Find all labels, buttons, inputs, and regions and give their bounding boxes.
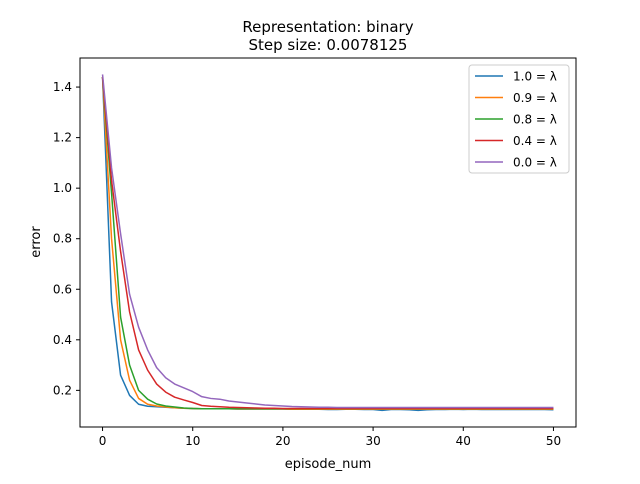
- y-tick-label: 0.2: [53, 383, 72, 397]
- x-tick-label: 40: [456, 434, 471, 448]
- series-line-4: [101, 74, 554, 409]
- x-tick-label: 0: [99, 434, 107, 448]
- legend-label-0: 1.0 = λ: [513, 70, 557, 84]
- x-tick-label: 50: [546, 434, 561, 448]
- y-tick-label: 0.4: [53, 333, 72, 347]
- x-axis-ticks: 0 10 20 30 40 50: [99, 427, 561, 448]
- legend-label-4: 0.0 = λ: [513, 156, 557, 170]
- x-tick-label: 20: [275, 434, 290, 448]
- y-tick-label: 1.4: [53, 80, 72, 94]
- x-tick-label: 30: [365, 434, 380, 448]
- chart-subtitle: Step size: 0.0078125: [249, 36, 408, 54]
- legend-label-1: 0.9 = λ: [513, 91, 557, 105]
- x-tick-label: 10: [185, 434, 200, 448]
- y-axis-label: error: [29, 226, 44, 258]
- y-tick-label: 1.0: [53, 181, 72, 195]
- series-layer: [101, 74, 554, 412]
- y-tick-label: 1.2: [53, 131, 72, 145]
- x-axis-label: episode_num: [285, 457, 371, 472]
- legend-box: [468, 64, 570, 174]
- legend-items: 1.0 = λ 0.9 = λ 0.8 = λ 0.4 = λ 0.0 = λ: [475, 70, 557, 170]
- legend-label-3: 0.4 = λ: [513, 134, 557, 148]
- y-tick-label: 0.6: [53, 282, 72, 296]
- y-tick-label: 0.8: [53, 232, 72, 246]
- legend-label-2: 0.8 = λ: [513, 113, 557, 127]
- legend: 1.0 = λ 0.9 = λ 0.8 = λ 0.4 = λ 0.0 = λ: [468, 64, 570, 174]
- chart-title: Representation: binary: [242, 18, 413, 36]
- plot-area-frame: [79, 57, 577, 428]
- series-line-3: [101, 76, 554, 410]
- y-axis-ticks: 0.2 0.4 0.6 0.8 1.0 1.2 1.4: [53, 80, 80, 397]
